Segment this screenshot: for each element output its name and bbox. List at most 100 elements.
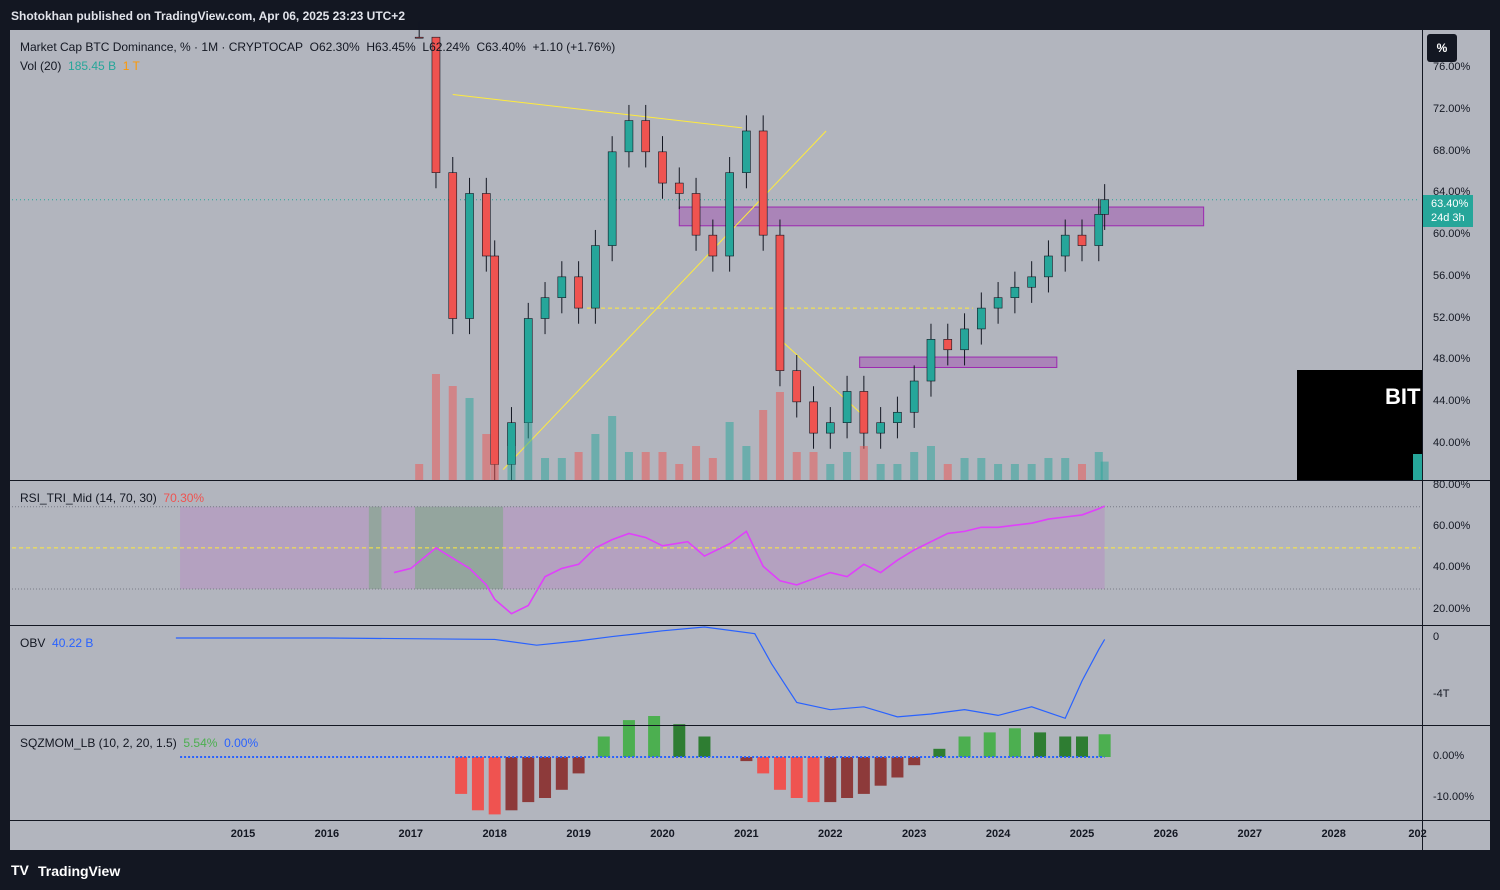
sqz-legend[interactable]: SQZMOM_LB (10, 2, 20, 1.5) 5.54% 0.00% bbox=[20, 736, 258, 750]
sqz-bar bbox=[622, 720, 635, 757]
ohlc-open: O62.30% bbox=[309, 40, 360, 54]
volume-bar bbox=[658, 452, 667, 480]
obv-label[interactable]: OBV bbox=[20, 636, 46, 650]
candle-body bbox=[1044, 255, 1053, 278]
volume-bar bbox=[1094, 452, 1103, 480]
x-tick-2019: 2019 bbox=[566, 828, 591, 840]
volume-bar bbox=[977, 458, 986, 480]
sqz-bar bbox=[597, 736, 610, 757]
volume-bar bbox=[1010, 464, 1019, 480]
ohlc-change: +1.10 (+1.76%) bbox=[532, 40, 616, 54]
sqz-bar bbox=[698, 736, 711, 757]
candle-body bbox=[1027, 276, 1036, 288]
volume-bar bbox=[431, 374, 440, 480]
x-tick-2024: 2024 bbox=[985, 828, 1011, 840]
volume-bar bbox=[1100, 461, 1109, 480]
pane-divider-sqz[interactable] bbox=[10, 725, 1490, 726]
volume-bar bbox=[910, 452, 919, 480]
volume-label[interactable]: Vol (20) bbox=[20, 59, 62, 73]
sqz-bar bbox=[673, 724, 686, 757]
x-tick-2020: 2020 bbox=[650, 828, 675, 840]
candle-body bbox=[414, 36, 424, 39]
rsi-label[interactable]: RSI_TRI_Mid (14, 70, 30) bbox=[20, 491, 157, 505]
rsi-legend[interactable]: RSI_TRI_Mid (14, 70, 30) 70.30% bbox=[20, 491, 204, 505]
last-price-countdown: 24d 3h bbox=[1431, 212, 1465, 224]
x-tick-2027: 2027 bbox=[1237, 828, 1263, 840]
sqz-bar bbox=[857, 757, 870, 794]
candle-body bbox=[926, 339, 936, 382]
ohlc-high: H63.45% bbox=[366, 40, 416, 54]
volume-extra: 1 T bbox=[122, 59, 140, 73]
volume-value: 185.45 B bbox=[68, 59, 117, 73]
sqz-bar bbox=[1098, 734, 1111, 757]
obv-value: 40.22 B bbox=[52, 636, 94, 650]
rsi-value: 70.30% bbox=[163, 491, 205, 505]
main-legend[interactable]: Market Cap BTC Dominance, % · 1M · CRYPT… bbox=[20, 40, 615, 54]
sqz-bar bbox=[891, 757, 904, 778]
volume-bar bbox=[1078, 464, 1086, 480]
price-tick: 48.00% bbox=[1433, 353, 1471, 366]
brand-text[interactable]: TradingView bbox=[38, 863, 121, 879]
x-tick-2017: 2017 bbox=[398, 828, 424, 840]
symbol-label[interactable]: Market Cap BTC Dominance, % · 1M · CRYPT… bbox=[20, 40, 303, 54]
sqz-bar bbox=[824, 757, 837, 803]
sqz-bar bbox=[958, 736, 971, 757]
candle-body bbox=[465, 193, 474, 319]
candle-body bbox=[557, 276, 567, 298]
sqz-bar bbox=[488, 757, 501, 815]
sqz-value-1: 5.54% bbox=[183, 736, 218, 750]
pane-divider-rsi[interactable] bbox=[10, 480, 1490, 481]
candle-body bbox=[431, 36, 441, 173]
sqz-label[interactable]: SQZMOM_LB (10, 2, 20, 1.5) bbox=[20, 736, 177, 750]
publisher-text: Shotokhan published on TradingView.com, … bbox=[11, 9, 405, 23]
volume-bar bbox=[490, 370, 499, 480]
percent-scale-button[interactable]: % bbox=[1427, 34, 1457, 62]
volume-bar bbox=[759, 410, 768, 480]
sqz-bar bbox=[648, 716, 661, 757]
sqz-bar bbox=[757, 757, 770, 774]
price-tick: 40.00% bbox=[1433, 436, 1471, 449]
tradingview-logo-icon[interactable]: TV bbox=[11, 862, 29, 878]
pane-divider-obv[interactable] bbox=[10, 625, 1490, 626]
volume-bar bbox=[893, 464, 902, 480]
volume-bar bbox=[843, 452, 852, 480]
volume-bar bbox=[1044, 458, 1053, 480]
sqz-bar bbox=[908, 757, 921, 766]
candle-body bbox=[960, 328, 969, 351]
sqz-tick: 0.00% bbox=[1433, 750, 1465, 762]
volume-bar bbox=[641, 452, 650, 480]
rsi-tick: 20.00% bbox=[1433, 602, 1471, 615]
sqz-bar bbox=[773, 757, 786, 790]
volume-bar bbox=[591, 434, 600, 480]
sqz-bar bbox=[1076, 736, 1088, 757]
candle-body bbox=[523, 318, 533, 423]
volume-bar bbox=[742, 446, 751, 480]
price-tick: 72.00% bbox=[1433, 103, 1471, 116]
sqz-value-2: 0.00% bbox=[224, 736, 259, 750]
candle-body bbox=[1010, 286, 1020, 298]
candle-body bbox=[993, 297, 1003, 309]
last-price-tag: 63.40% 24d 3h bbox=[1423, 195, 1473, 227]
sqz-bar bbox=[539, 757, 552, 798]
volume-bar bbox=[557, 458, 566, 480]
x-tick-2018: 2018 bbox=[482, 828, 507, 840]
x-tick-2028: 2028 bbox=[1321, 828, 1346, 840]
volume-bar bbox=[448, 386, 457, 480]
obv-tick: 0 bbox=[1433, 631, 1440, 643]
obv-legend[interactable]: OBV 40.22 B bbox=[20, 636, 93, 650]
volume-legend[interactable]: Vol (20) 185.45 B 1 T bbox=[20, 59, 140, 73]
ohlc-low: L62.24% bbox=[422, 40, 470, 54]
price-tick: 56.00% bbox=[1433, 269, 1471, 282]
rsi-line bbox=[393, 505, 1105, 615]
candle-body bbox=[607, 151, 617, 246]
candle-body bbox=[943, 339, 953, 351]
price-tick: 68.00% bbox=[1433, 144, 1471, 157]
volume-bar bbox=[994, 464, 1003, 480]
candle-body bbox=[540, 297, 550, 319]
sqz-bar bbox=[572, 757, 585, 774]
x-tick-202: 202 bbox=[1408, 828, 1427, 840]
price-axis-separator bbox=[1422, 30, 1423, 850]
candle-body bbox=[775, 234, 785, 371]
volume-bar bbox=[1061, 458, 1070, 480]
